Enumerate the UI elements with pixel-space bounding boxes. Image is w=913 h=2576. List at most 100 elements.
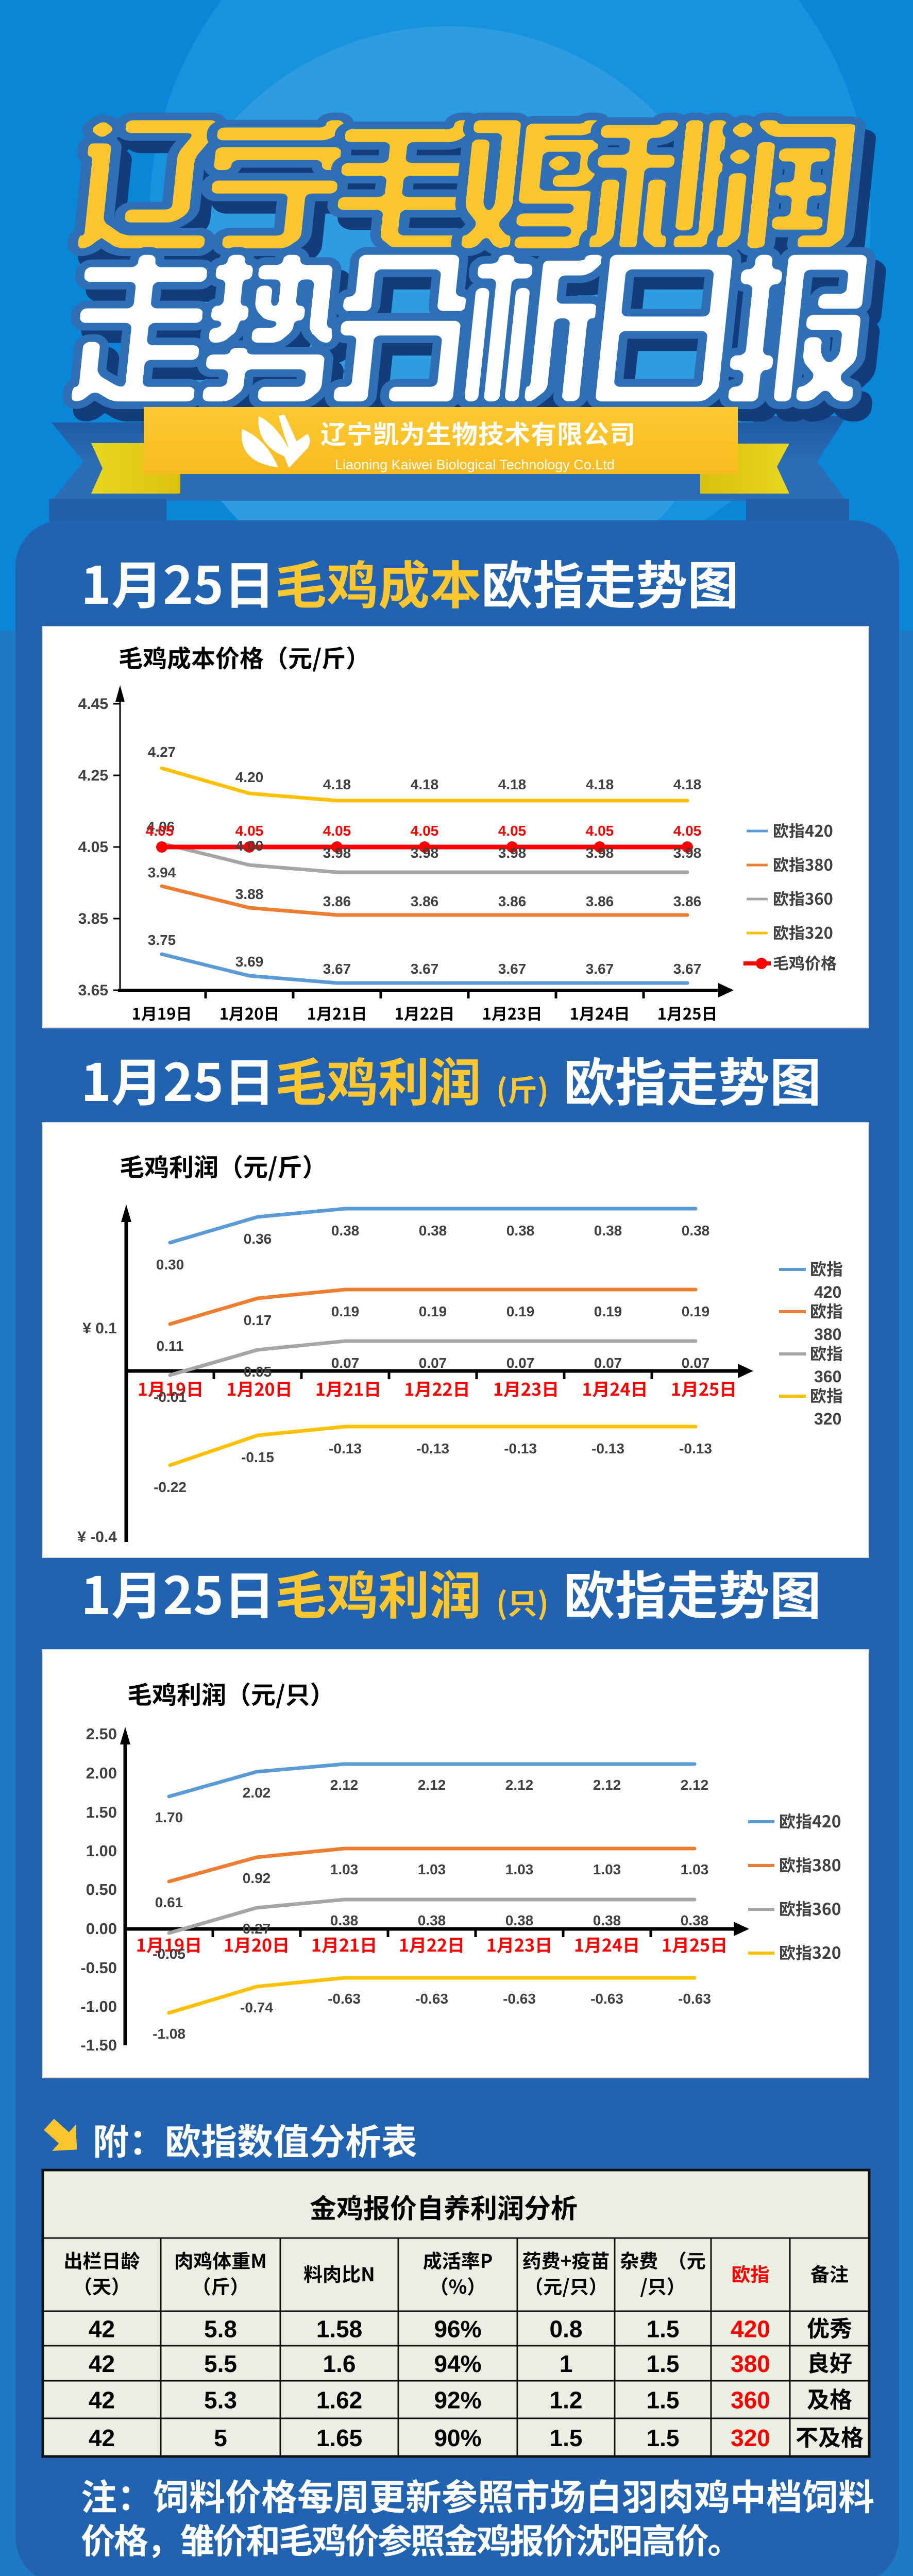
svg-text:3.94: 3.94	[148, 865, 176, 880]
svg-text:42: 42	[89, 2425, 115, 2451]
svg-text:0.30: 0.30	[156, 1257, 184, 1273]
svg-text:1.5: 1.5	[647, 2350, 680, 2377]
svg-text:-0.15: -0.15	[241, 1449, 274, 1465]
svg-text:3.86: 3.86	[498, 893, 527, 909]
svg-text:3.85: 3.85	[78, 910, 108, 927]
svg-text:3.86: 3.86	[411, 893, 439, 909]
svg-text:1.00: 1.00	[86, 1842, 117, 1860]
svg-text:0.19: 0.19	[419, 1303, 447, 1319]
svg-text:1.5: 1.5	[647, 2425, 680, 2451]
svg-text:0.05: 0.05	[244, 1364, 272, 1380]
svg-text:-0.13: -0.13	[591, 1440, 624, 1456]
svg-text:0.17: 0.17	[244, 1312, 272, 1328]
svg-text:4.05: 4.05	[235, 823, 264, 839]
svg-text:4.45: 4.45	[78, 696, 108, 713]
svg-text:0.07: 0.07	[419, 1355, 447, 1371]
svg-text:0.50: 0.50	[86, 1880, 117, 1899]
svg-text:0.38: 0.38	[593, 1912, 621, 1928]
svg-text:Liaoning Kaiwei Biological Tec: Liaoning Kaiwei Biological Technology Co…	[335, 457, 615, 472]
svg-text:4.05: 4.05	[673, 823, 702, 839]
svg-text:0.38: 0.38	[418, 1912, 446, 1928]
svg-text:1.5: 1.5	[647, 2387, 680, 2414]
svg-text:-0.01: -0.01	[154, 1389, 187, 1405]
svg-text:1.5: 1.5	[550, 2425, 583, 2451]
svg-text:3.75: 3.75	[148, 932, 176, 948]
svg-text:0.07: 0.07	[506, 1355, 535, 1371]
svg-text:4.18: 4.18	[586, 776, 614, 792]
svg-text:0.38: 0.38	[594, 1223, 622, 1239]
svg-text:380: 380	[814, 1325, 841, 1344]
svg-text:42: 42	[89, 2316, 115, 2343]
svg-text:320: 320	[731, 2425, 770, 2451]
svg-text:4.05: 4.05	[498, 823, 527, 839]
svg-text:0.38: 0.38	[681, 1912, 709, 1928]
svg-text:96%: 96%	[434, 2316, 481, 2343]
svg-text:-1.08: -1.08	[153, 2026, 185, 2042]
svg-text:0.07: 0.07	[682, 1355, 710, 1371]
svg-text:4.18: 4.18	[411, 776, 439, 792]
svg-text:0.38: 0.38	[331, 1223, 360, 1239]
svg-text:360: 360	[731, 2387, 770, 2414]
svg-text:1.65: 1.65	[316, 2425, 363, 2451]
svg-text:360: 360	[814, 1367, 841, 1386]
svg-text:2.12: 2.12	[418, 1777, 446, 1793]
svg-text:0.19: 0.19	[506, 1303, 535, 1319]
svg-text:-0.63: -0.63	[590, 1991, 623, 2007]
svg-text:380: 380	[731, 2350, 770, 2377]
svg-text:2.12: 2.12	[505, 1777, 534, 1793]
svg-text:3.67: 3.67	[673, 961, 702, 977]
svg-text:1.03: 1.03	[418, 1861, 446, 1877]
svg-text:0.38: 0.38	[505, 1912, 534, 1928]
svg-text:1.58: 1.58	[316, 2316, 363, 2343]
svg-text:5: 5	[214, 2425, 227, 2451]
svg-text:4.06: 4.06	[147, 819, 175, 835]
svg-text:3.86: 3.86	[323, 893, 351, 909]
svg-text:3.67: 3.67	[498, 961, 527, 977]
svg-text:3.98: 3.98	[586, 845, 614, 861]
svg-text:3.98: 3.98	[673, 845, 702, 861]
svg-text:3.98: 3.98	[498, 845, 527, 861]
svg-text:-0.13: -0.13	[416, 1440, 449, 1456]
svg-text:-1.00: -1.00	[80, 1997, 117, 2015]
svg-text:3.69: 3.69	[235, 954, 264, 970]
svg-text:0.38: 0.38	[682, 1223, 710, 1239]
svg-text:2.12: 2.12	[681, 1777, 709, 1793]
svg-text:4.05: 4.05	[146, 823, 174, 839]
svg-text:420: 420	[731, 2316, 770, 2343]
svg-text:2.02: 2.02	[243, 1785, 271, 1801]
svg-text:420: 420	[814, 1283, 841, 1301]
svg-text:1.50: 1.50	[86, 1803, 117, 1821]
svg-text:0.38: 0.38	[506, 1223, 535, 1239]
svg-text:-0.50: -0.50	[80, 1959, 117, 1977]
svg-text:320: 320	[814, 1410, 841, 1428]
svg-text:0.92: 0.92	[243, 1870, 271, 1886]
svg-text:0.19: 0.19	[331, 1303, 360, 1319]
svg-text:-0.63: -0.63	[328, 1991, 361, 2007]
svg-text:-0.63: -0.63	[678, 1991, 711, 2007]
svg-text:3.86: 3.86	[586, 893, 614, 909]
svg-text:3.67: 3.67	[323, 961, 351, 977]
svg-text:0.00: 0.00	[86, 1920, 117, 1938]
svg-text:1.5: 1.5	[647, 2316, 680, 2343]
svg-text:5.3: 5.3	[204, 2387, 237, 2414]
svg-text:3.65: 3.65	[78, 982, 108, 999]
svg-text:-0.13: -0.13	[329, 1440, 362, 1456]
svg-text:2.00: 2.00	[86, 1764, 117, 1782]
svg-text:4.25: 4.25	[78, 767, 108, 784]
svg-text:1.70: 1.70	[155, 1809, 183, 1825]
svg-text:2.12: 2.12	[593, 1777, 621, 1793]
svg-text:3.67: 3.67	[586, 961, 614, 977]
svg-text:-0.63: -0.63	[503, 1991, 536, 2007]
svg-text:4.05: 4.05	[78, 839, 108, 856]
svg-text:1.03: 1.03	[505, 1861, 534, 1877]
svg-text:0.61: 0.61	[155, 1894, 183, 1910]
svg-text:¥ -0.4: ¥ -0.4	[77, 1529, 117, 1546]
svg-text:2.50: 2.50	[86, 1725, 117, 1743]
svg-text:1.03: 1.03	[593, 1861, 621, 1877]
svg-text:0.38: 0.38	[419, 1223, 447, 1239]
svg-text:2.12: 2.12	[330, 1777, 359, 1793]
svg-text:0.38: 0.38	[330, 1912, 359, 1928]
svg-text:3.86: 3.86	[673, 893, 702, 909]
svg-text:1.2: 1.2	[550, 2387, 583, 2414]
svg-text:4.27: 4.27	[148, 744, 176, 760]
